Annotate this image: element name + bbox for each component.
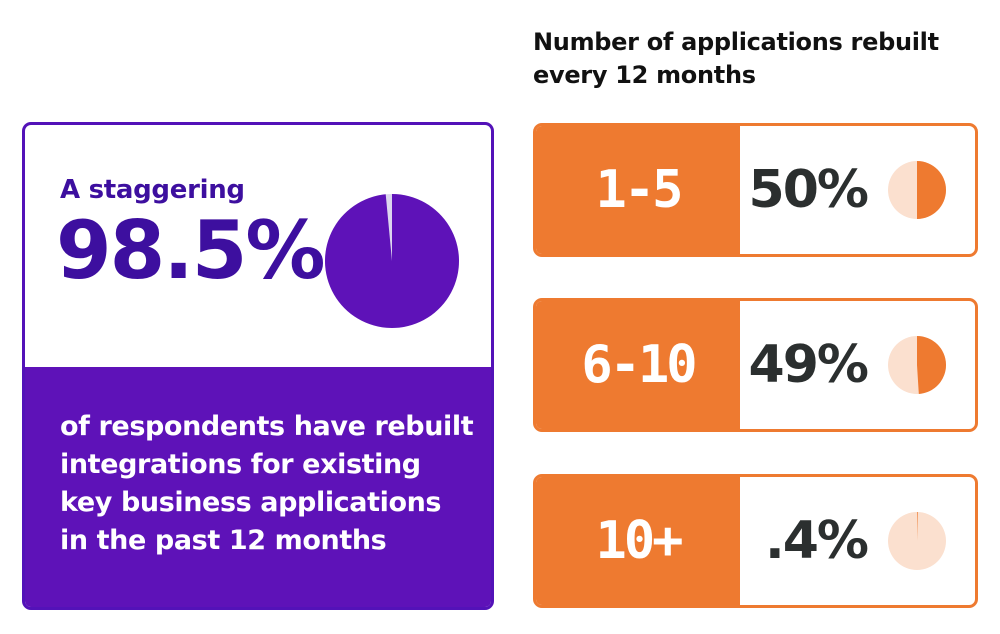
percent-value: 50%	[748, 160, 869, 220]
description-line: of respondents have rebuilt	[60, 411, 474, 442]
headline-stat-card: A staggering 98.5% of respondents have r…	[22, 122, 494, 610]
range-label-panel	[536, 477, 740, 605]
headline-stat-top: A staggering 98.5%	[25, 125, 491, 367]
range-stat-card-1-5: 1-5 50%	[533, 123, 978, 257]
range-label-panel	[536, 301, 740, 429]
section-title-line: Number of applications rebuilt	[533, 28, 939, 56]
range-stat-card-6-10: 6-10 49%	[533, 298, 978, 432]
description-line: in the past 12 months	[60, 525, 387, 556]
pie-chart-icon	[325, 194, 459, 328]
stat-eyebrow: A staggering	[60, 175, 245, 205]
range-stat-card-10-plus: 10+ .4%	[533, 474, 978, 608]
range-label: 10+	[595, 511, 684, 571]
description-line: integrations for existing	[60, 449, 421, 480]
range-label: 6-10	[581, 335, 697, 395]
range-label: 1-5	[595, 160, 684, 220]
pie-chart-icon	[888, 336, 946, 394]
description-line: key business applications	[60, 487, 442, 518]
headline-stat-description-panel: of respondents have rebuilt integrations…	[25, 367, 491, 607]
percent-value: 49%	[748, 335, 869, 395]
headline-stat-value: 98.5%	[56, 204, 326, 297]
range-label-panel	[536, 126, 740, 254]
pie-chart-icon	[888, 512, 946, 570]
pie-chart-icon	[888, 161, 946, 219]
section-title-line: every 12 months	[533, 61, 756, 89]
section-title: Number of applications rebuilt every 12 …	[533, 26, 983, 92]
stat-description: of respondents have rebuilt integrations…	[60, 408, 480, 560]
percent-value: .4%	[764, 511, 869, 571]
